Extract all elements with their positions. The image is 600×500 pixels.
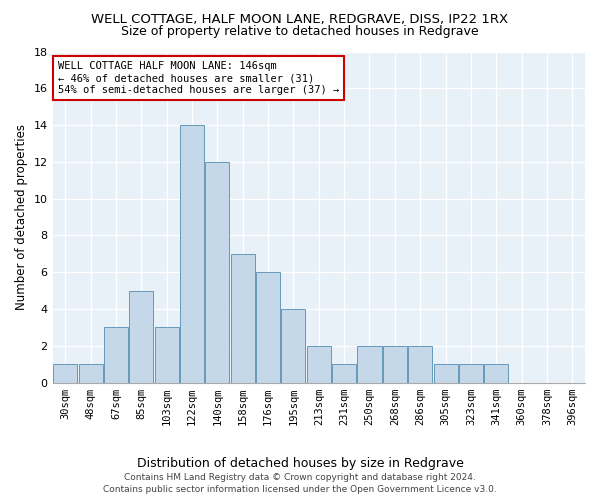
Bar bbox=[383, 346, 407, 383]
Bar bbox=[434, 364, 458, 382]
Bar bbox=[230, 254, 255, 382]
Text: WELL COTTAGE, HALF MOON LANE, REDGRAVE, DISS, IP22 1RX: WELL COTTAGE, HALF MOON LANE, REDGRAVE, … bbox=[91, 12, 509, 26]
Bar bbox=[205, 162, 229, 382]
Bar bbox=[155, 328, 179, 382]
Bar bbox=[484, 364, 508, 382]
Bar bbox=[358, 346, 382, 383]
Bar bbox=[104, 328, 128, 382]
Bar bbox=[408, 346, 432, 383]
Text: Contains HM Land Registry data © Crown copyright and database right 2024.
Contai: Contains HM Land Registry data © Crown c… bbox=[103, 472, 497, 494]
Text: Distribution of detached houses by size in Redgrave: Distribution of detached houses by size … bbox=[137, 458, 463, 470]
Bar bbox=[256, 272, 280, 382]
Bar bbox=[281, 309, 305, 382]
Bar bbox=[53, 364, 77, 382]
Text: WELL COTTAGE HALF MOON LANE: 146sqm
← 46% of detached houses are smaller (31)
54: WELL COTTAGE HALF MOON LANE: 146sqm ← 46… bbox=[58, 62, 339, 94]
Bar bbox=[79, 364, 103, 382]
Y-axis label: Number of detached properties: Number of detached properties bbox=[15, 124, 28, 310]
Bar bbox=[459, 364, 483, 382]
Bar bbox=[129, 290, 154, 382]
Text: Size of property relative to detached houses in Redgrave: Size of property relative to detached ho… bbox=[121, 25, 479, 38]
Bar bbox=[307, 346, 331, 383]
Bar bbox=[332, 364, 356, 382]
Bar bbox=[180, 125, 204, 382]
